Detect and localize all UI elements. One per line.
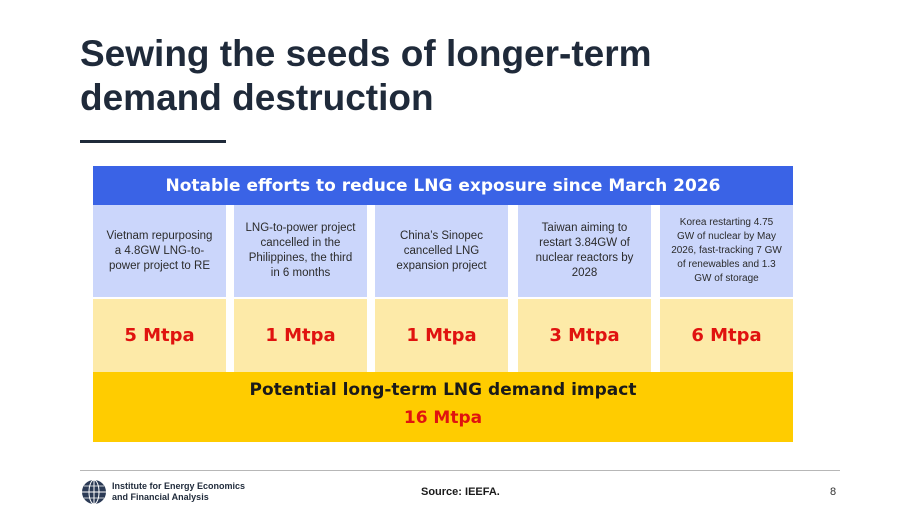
column-value-korea: 6 Mtpa: [660, 299, 793, 372]
column-description-philippines: LNG-to-power project cancelled in the Ph…: [234, 205, 367, 297]
page-number: 8: [830, 486, 837, 498]
ieefa-logo: Institute for Energy Economics and Finan…: [80, 478, 245, 506]
column-description-china: China’s Sinopec cancelled LNG expansion …: [375, 205, 508, 297]
title-underline: [80, 140, 226, 143]
footer-divider: [80, 470, 840, 471]
column-value-china: 1 Mtpa: [375, 299, 508, 372]
logo-text-line-2: and Financial Analysis: [112, 492, 209, 502]
impact-value: 16 Mtpa: [403, 408, 483, 428]
column-value-taiwan: 3 Mtpa: [518, 299, 651, 372]
column-value-vietnam: 5 Mtpa: [93, 299, 226, 372]
slide-title-line-2: demand destruction: [80, 77, 434, 118]
column-value-philippines: 1 Mtpa: [234, 299, 367, 372]
impact-box: Potential long-term LNG demand impact 16…: [93, 372, 793, 442]
column-description-vietnam: Vietnam repurposing a 4.8GW LNG-to-power…: [93, 205, 226, 297]
column-description-korea: Korea restarting 4.75 GW of nuclear by M…: [660, 205, 793, 297]
globe-icon: [82, 479, 106, 505]
panel-header: Notable efforts to reduce LNG exposure s…: [93, 166, 793, 205]
column-description-taiwan: Taiwan aiming to restart 3.84GW of nucle…: [518, 205, 651, 297]
slide-title-line-1: Sewing the seeds of longer-term: [80, 33, 652, 74]
logo-text-line-1: Institute for Energy Economics: [112, 481, 246, 491]
slide-title: Sewing the seeds of longer-term demand d…: [80, 32, 840, 120]
source-note: Source: IEEFA.: [421, 486, 500, 498]
impact-label: Potential long-term LNG demand impact: [249, 380, 637, 400]
